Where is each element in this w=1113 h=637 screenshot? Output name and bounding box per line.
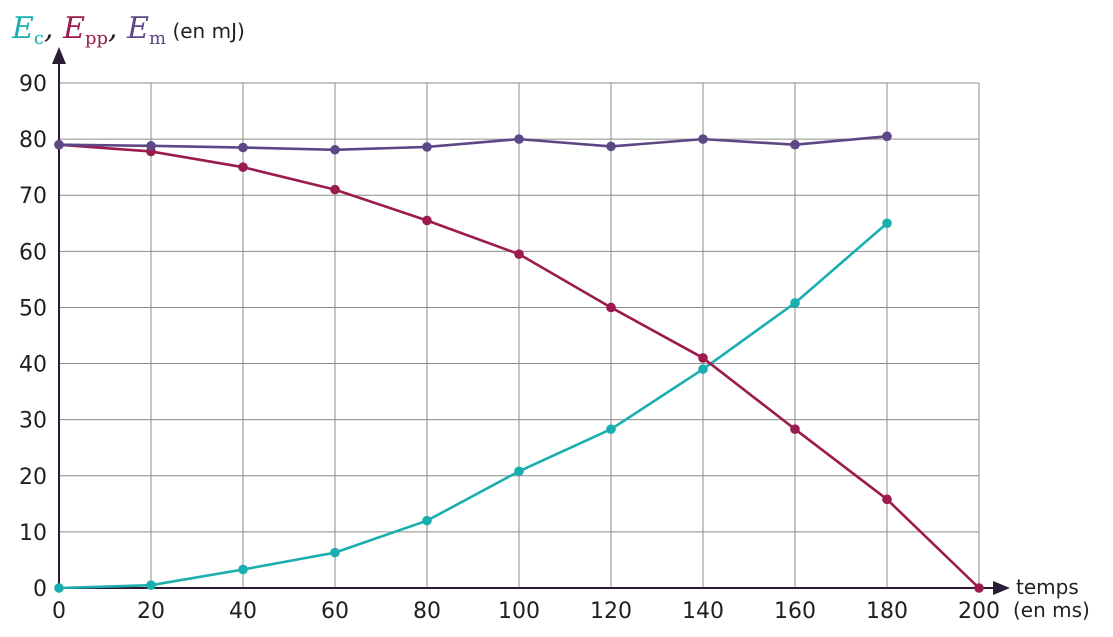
- y-tick-label-70: 70: [19, 184, 47, 209]
- epp-symbol: E: [62, 11, 85, 46]
- point-ec-40: [238, 564, 248, 575]
- y-axis-arrow: [52, 47, 66, 64]
- point-ec-60: [330, 547, 340, 558]
- em-subscript: m: [149, 28, 166, 49]
- x-axis-unit: (en ms): [1013, 598, 1090, 622]
- point-epp-120: [606, 302, 616, 313]
- x-axis-label: temps: [1016, 575, 1079, 599]
- tick-labels: 0 20 40 60 80 100 120 140 160 180 200 0 10 20 30 40 50 60…: [19, 72, 1000, 624]
- y-tick-label-50: 50: [19, 296, 47, 321]
- y-tick-label-10: 10: [19, 521, 47, 546]
- x-tick-label-140: 140: [682, 599, 724, 624]
- y-tick-label-40: 40: [19, 353, 47, 378]
- y-tick-label-80: 80: [19, 128, 47, 153]
- point-ec-80: [422, 515, 432, 526]
- point-em-0: [54, 139, 64, 150]
- point-epp-160: [790, 424, 800, 435]
- y-tick-label-0: 0: [33, 577, 47, 602]
- point-epp-40: [238, 162, 248, 172]
- x-tick-label-40: 40: [229, 599, 257, 624]
- point-epp-80: [422, 215, 432, 226]
- point-epp-200: [974, 583, 984, 593]
- point-epp-140: [698, 353, 708, 363]
- axes: [52, 47, 1010, 595]
- point-em-60: [330, 144, 340, 155]
- point-em-40: [238, 142, 248, 153]
- x-tick-label-60: 60: [321, 599, 349, 624]
- point-em-180: [882, 131, 892, 142]
- point-epp-180: [882, 494, 892, 505]
- ec-symbol: E: [11, 11, 34, 46]
- x-tick-label-160: 160: [774, 599, 816, 624]
- x-tick-label-20: 20: [137, 599, 165, 624]
- x-tick-label-200: 200: [958, 599, 1000, 624]
- x-tick-label-0: 0: [52, 599, 66, 624]
- point-em-80: [422, 142, 432, 152]
- em-symbol: E: [126, 11, 149, 46]
- y-axis-unit: (en mJ): [172, 19, 244, 43]
- epp-subscript: pp: [85, 28, 108, 49]
- point-ec-120: [606, 424, 616, 435]
- point-epp-60: [330, 184, 340, 195]
- y-tick-label-60: 60: [19, 240, 47, 265]
- point-ec-100: [514, 466, 524, 477]
- point-em-20: [146, 141, 156, 151]
- point-ec-140: [698, 364, 708, 374]
- ec-subscript: c: [34, 28, 44, 49]
- y-tick-label-30: 30: [19, 409, 47, 434]
- series-line-ec: [58, 222, 888, 590]
- point-em-140: [698, 134, 708, 144]
- series-line-em: [58, 135, 888, 152]
- y-axis-label: Ec, Epp, Em (en mJ): [11, 11, 245, 49]
- x-tick-label-180: 180: [866, 599, 908, 624]
- y-tick-label-20: 20: [19, 465, 47, 490]
- x-tick-label-100: 100: [498, 599, 540, 624]
- point-em-100: [514, 134, 524, 144]
- point-ec-20: [146, 580, 156, 590]
- x-tick-label-80: 80: [413, 599, 441, 624]
- x-axis-arrow: [993, 581, 1010, 595]
- series-points: [54, 131, 984, 593]
- point-epp-100: [514, 249, 524, 259]
- point-em-160: [790, 139, 800, 150]
- y-tick-label-90: 90: [19, 72, 47, 97]
- x-tick-label-120: 120: [590, 599, 632, 624]
- point-ec-0: [54, 583, 64, 593]
- point-ec-180: [882, 218, 892, 229]
- point-ec-160: [790, 298, 800, 308]
- point-em-120: [606, 141, 616, 152]
